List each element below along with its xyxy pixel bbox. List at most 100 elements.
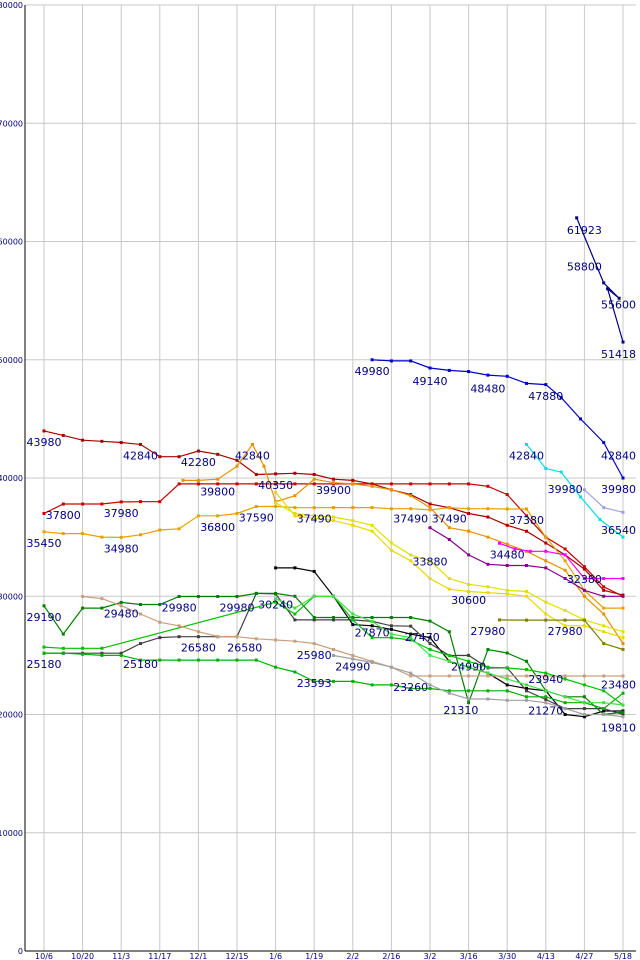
data-point (467, 665, 471, 669)
data-point (486, 515, 490, 519)
data-label: 37590 (239, 511, 274, 524)
data-label: 29980 (220, 601, 255, 614)
data-point (447, 653, 451, 657)
data-label: 42840 (235, 449, 270, 462)
data-point (158, 500, 162, 504)
data-point (505, 507, 509, 511)
data-point (119, 441, 123, 445)
data-point (42, 511, 46, 515)
data-point (409, 674, 413, 678)
data-point (100, 535, 104, 539)
data-point (563, 577, 567, 581)
data-point (621, 594, 625, 598)
data-labels: 43980 42840 42280 42840 40350 39800 39900 37800… (27, 224, 637, 735)
data-point (621, 340, 625, 344)
data-point (293, 639, 297, 643)
data-label: 27980 (548, 625, 583, 638)
data-point (428, 526, 432, 530)
data-point (447, 526, 451, 530)
data-point (274, 501, 278, 505)
data-point (389, 632, 393, 636)
data-label: 34980 (104, 542, 139, 555)
data-point (602, 612, 606, 616)
series-13 (497, 618, 625, 651)
data-label: 30600 (451, 594, 486, 607)
data-point (447, 537, 451, 541)
data-point (254, 504, 258, 508)
data-point (582, 674, 586, 678)
data-point (42, 645, 46, 649)
data-point (351, 478, 355, 482)
data-point (254, 658, 258, 662)
data-point (389, 507, 393, 511)
data-point (100, 646, 104, 650)
data-point (575, 216, 579, 220)
data-point (370, 523, 374, 527)
data-point (621, 476, 625, 480)
data-point (505, 689, 509, 693)
data-point (370, 506, 374, 510)
data-point (351, 506, 355, 510)
data-point (544, 467, 548, 471)
data-point (409, 507, 413, 511)
data-point (389, 359, 393, 363)
data-point (525, 381, 528, 385)
data-point (602, 689, 606, 693)
x-tick-label: 1/19 (305, 952, 323, 960)
data-point (505, 523, 509, 527)
data-point (582, 683, 586, 687)
data-point (139, 642, 142, 646)
data-label: 51418 (601, 348, 636, 361)
data-label: 25180 (123, 658, 158, 671)
data-point (486, 697, 490, 701)
data-label: 47880 (528, 390, 563, 403)
x-tick-label: 2/16 (382, 952, 400, 960)
data-point (621, 642, 625, 646)
data-point (602, 709, 606, 713)
data-point (582, 567, 586, 571)
data-point (370, 624, 374, 628)
data-point (312, 642, 316, 646)
data-point (544, 695, 548, 699)
data-point (100, 439, 104, 443)
data-point (617, 296, 621, 300)
data-point (559, 396, 563, 400)
x-tick-label: 2/2 (346, 952, 359, 960)
data-point (428, 642, 432, 646)
data-point (332, 616, 335, 620)
data-label: 23940 (528, 673, 563, 686)
data-point (447, 482, 451, 486)
data-point (254, 472, 258, 476)
data-point (513, 547, 517, 551)
data-point (293, 612, 297, 616)
data-point (61, 651, 65, 655)
data-point (447, 577, 451, 581)
data-point (235, 658, 239, 662)
data-point (544, 689, 548, 693)
data-point (389, 624, 393, 628)
data-point (351, 623, 355, 627)
data-point (525, 618, 528, 622)
data-label: 48480 (470, 383, 505, 396)
data-point (81, 438, 85, 442)
data-point (312, 482, 316, 486)
data-point (351, 482, 355, 486)
data-point (602, 713, 606, 716)
data-point (139, 442, 142, 446)
data-point (409, 632, 413, 636)
series-20 (81, 594, 625, 678)
data-point (81, 606, 85, 610)
data-point (196, 449, 200, 453)
data-point (467, 689, 471, 693)
data-point (235, 458, 239, 462)
data-point (177, 635, 181, 639)
data-point (370, 619, 374, 623)
data-point (235, 594, 239, 598)
data-label: 21310 (443, 704, 478, 717)
data-point (409, 671, 413, 675)
data-point (621, 713, 625, 716)
data-label: 27980 (470, 625, 505, 638)
data-point (525, 686, 528, 690)
data-point (447, 674, 451, 678)
